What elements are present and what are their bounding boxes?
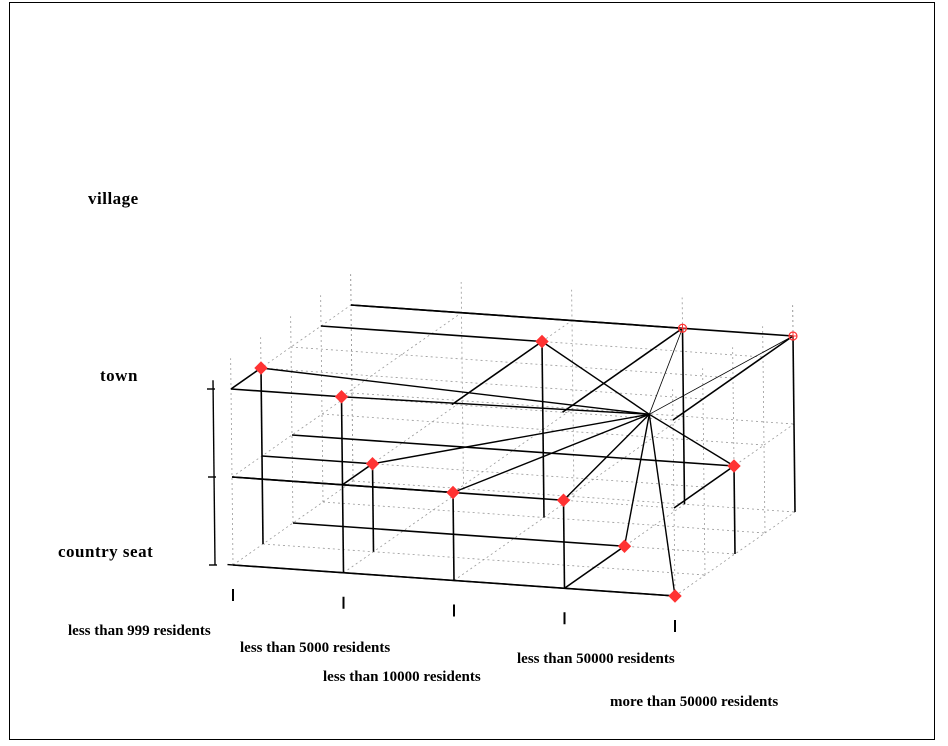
centroid-spoke bbox=[623, 414, 650, 547]
row-line bbox=[292, 522, 625, 548]
x-tick-label-3: less than 10000 residents bbox=[323, 669, 481, 685]
depth-line bbox=[564, 545, 625, 589]
grid-line bbox=[262, 543, 706, 576]
y-axis-line bbox=[212, 380, 216, 566]
x-tick-label-1: less than 999 residents bbox=[68, 623, 211, 639]
data-point-marker bbox=[365, 457, 380, 471]
row-line bbox=[350, 304, 794, 337]
depth-line bbox=[342, 463, 373, 486]
y-tick-label-town: town bbox=[100, 366, 138, 385]
x-tick-label-2: less than 5000 residents bbox=[240, 640, 390, 656]
drop-line bbox=[792, 335, 796, 513]
y-tick-label-country-seat: country seat bbox=[58, 542, 153, 561]
centroid-spoke bbox=[648, 413, 735, 467]
depth-line bbox=[230, 367, 262, 390]
data-point-marker bbox=[727, 459, 741, 473]
centroid-spoke bbox=[649, 335, 794, 415]
grid-layer bbox=[230, 274, 796, 597]
row-line bbox=[261, 455, 373, 465]
centroid-spoke bbox=[648, 328, 683, 415]
drop-line bbox=[681, 328, 686, 505]
drop-line bbox=[562, 500, 566, 589]
line-layer bbox=[230, 304, 796, 597]
centroid-spoke bbox=[260, 367, 650, 415]
centroid-spoke bbox=[648, 414, 676, 597]
depth-line bbox=[672, 335, 794, 421]
centroid-spoke bbox=[541, 340, 650, 415]
data-point-marker bbox=[668, 589, 682, 603]
data-point-marker bbox=[535, 334, 549, 349]
data-point-marker bbox=[617, 539, 632, 553]
x-tick-label-5: more than 50000 residents bbox=[610, 694, 778, 710]
chart-frame bbox=[9, 2, 935, 740]
centroid-spoke bbox=[341, 396, 650, 415]
drop-line bbox=[371, 463, 375, 552]
data-point-marker bbox=[556, 493, 571, 507]
x-tick-label-4: less than 50000 residents bbox=[517, 651, 675, 667]
drop-line bbox=[452, 492, 455, 581]
drop-line bbox=[541, 341, 545, 518]
depth-line bbox=[562, 327, 683, 413]
data-point-marker bbox=[334, 390, 349, 404]
grid-line bbox=[351, 392, 795, 425]
row-line bbox=[291, 434, 735, 467]
axis-layer bbox=[207, 380, 676, 632]
drop-line bbox=[733, 465, 736, 555]
row-line bbox=[320, 325, 543, 343]
centroid-spoke bbox=[372, 413, 650, 465]
x-axis-line bbox=[227, 563, 676, 597]
data-point-marker bbox=[446, 485, 460, 500]
y-tick-label-village: village bbox=[88, 189, 139, 208]
depth-line bbox=[673, 465, 735, 509]
row-line bbox=[231, 476, 564, 502]
data-point-marker bbox=[254, 361, 268, 375]
grid-line bbox=[261, 455, 705, 488]
marker-layer bbox=[254, 323, 798, 603]
depth-line bbox=[451, 340, 543, 406]
row-line bbox=[230, 388, 342, 398]
